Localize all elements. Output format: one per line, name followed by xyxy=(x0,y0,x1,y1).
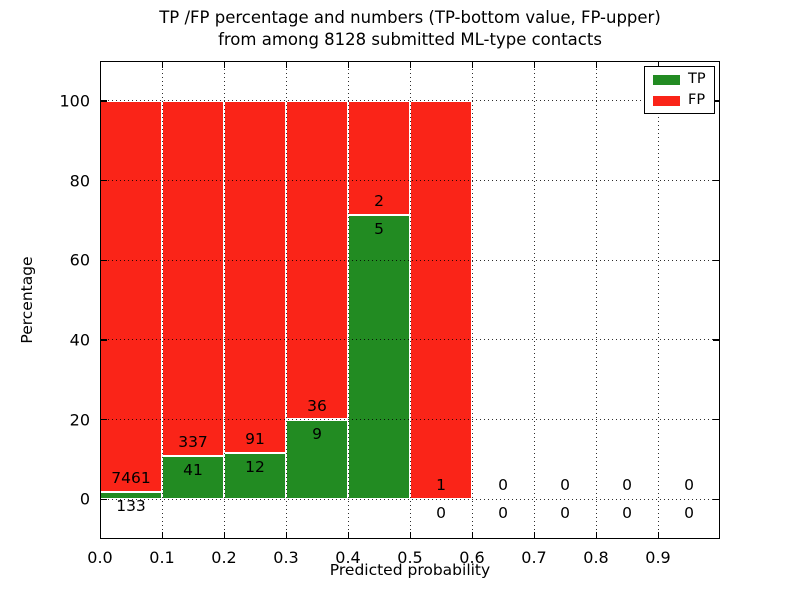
fp-count-label: 91 xyxy=(245,429,265,448)
x-tick xyxy=(285,532,287,539)
chart-title-line2: from among 8128 submitted ML-type contac… xyxy=(218,30,602,49)
x-gridline xyxy=(409,61,411,539)
x-tick xyxy=(285,61,287,68)
bar-segment-tp xyxy=(162,455,224,500)
chart-title: TP /FP percentage and numbers (TP-bottom… xyxy=(100,7,720,51)
x-tick xyxy=(471,532,473,539)
fp-count-label: 0 xyxy=(560,476,570,495)
y-tick xyxy=(713,259,720,262)
bar-segment-tp xyxy=(348,214,410,500)
x-tick-label: 0.8 xyxy=(583,548,609,567)
x-tick xyxy=(161,532,163,539)
x-tick-label: 0.4 xyxy=(335,548,361,567)
x-tick xyxy=(99,61,101,68)
x-tick-label: 0.7 xyxy=(521,548,547,567)
fp-count-label: 7461 xyxy=(111,469,151,488)
x-gridline xyxy=(471,61,473,539)
tp-count-label: 0 xyxy=(560,504,570,523)
x-tick xyxy=(99,532,101,539)
bar-segment-fp xyxy=(100,100,162,493)
x-gridline xyxy=(161,61,163,539)
bar-segment-tp xyxy=(286,419,348,500)
legend-entry: FP xyxy=(653,93,706,108)
x-tick xyxy=(471,61,473,68)
legend-swatch-tp xyxy=(653,74,680,85)
y-tick xyxy=(713,100,720,102)
x-gridline xyxy=(595,61,597,539)
y-tick xyxy=(100,498,107,501)
x-axis-label: Predicted probability xyxy=(329,561,491,579)
tp-count-label: 0 xyxy=(436,504,446,523)
fp-count-label: 36 xyxy=(307,396,327,415)
tp-count-label: 9 xyxy=(312,424,322,443)
x-gridline xyxy=(657,61,659,539)
tp-count-label: 41 xyxy=(183,460,203,479)
fp-count-label: 2 xyxy=(374,191,384,210)
legend: TP FP xyxy=(644,66,715,114)
bar-segment-fp xyxy=(410,100,472,500)
tp-count-label: 133 xyxy=(116,497,146,516)
legend-label: FP xyxy=(688,92,706,108)
bar-segment-fp xyxy=(162,100,224,456)
x-tick-label: 0.9 xyxy=(645,548,671,567)
x-tick xyxy=(595,532,597,539)
y-tick xyxy=(100,259,107,262)
tp-count-label: 0 xyxy=(622,504,632,523)
fp-count-label: 0 xyxy=(622,476,632,495)
y-tick-label: 80 xyxy=(69,171,90,190)
fp-count-label: 1 xyxy=(436,476,446,495)
tp-count-label: 0 xyxy=(684,504,694,523)
x-tick-label: 0.5 xyxy=(397,548,423,567)
x-tick xyxy=(533,532,535,539)
x-tick-label: 0.3 xyxy=(273,548,299,567)
y-tick xyxy=(100,419,107,421)
x-tick xyxy=(657,61,659,68)
x-tick xyxy=(347,61,349,68)
y-tick xyxy=(713,180,720,182)
bar-segment-fp xyxy=(348,100,410,215)
x-tick xyxy=(223,532,225,539)
legend-swatch-fp xyxy=(653,95,680,106)
x-gridline xyxy=(285,61,287,539)
y-tick xyxy=(100,180,107,182)
bar-segment-tp xyxy=(224,452,286,500)
x-tick-label: 0.2 xyxy=(211,548,237,567)
y-tick xyxy=(713,339,720,341)
x-tick-label: 0.6 xyxy=(459,548,485,567)
tp-count-label: 5 xyxy=(374,219,384,238)
x-tick xyxy=(657,532,659,539)
y-tick xyxy=(100,100,107,102)
x-tick xyxy=(347,532,349,539)
y-tick-label: 0 xyxy=(79,489,90,509)
x-tick xyxy=(409,61,411,68)
x-tick xyxy=(223,61,225,68)
x-tick xyxy=(533,61,535,68)
fp-count-label: 337 xyxy=(178,432,208,451)
x-tick xyxy=(409,532,411,539)
x-gridline xyxy=(223,61,225,539)
y-tick-label: 40 xyxy=(69,330,90,350)
y-tick-label: 100 xyxy=(59,91,90,111)
tp-count-label: 12 xyxy=(245,457,265,476)
bar-segment-fp xyxy=(224,100,286,453)
chart-title-line1: TP /FP percentage and numbers (TP-bottom… xyxy=(159,8,661,27)
x-tick xyxy=(161,61,163,68)
y-tick-label: 20 xyxy=(69,410,90,429)
x-tick xyxy=(595,61,597,68)
y-tick xyxy=(713,419,720,421)
legend-label: TP xyxy=(688,71,706,87)
fp-count-label: 0 xyxy=(498,476,508,495)
x-tick-label: 0.0 xyxy=(87,548,113,567)
x-gridline xyxy=(347,61,349,539)
y-tick xyxy=(713,498,720,501)
legend-entry: TP xyxy=(653,72,706,87)
plot-area: TP FP 7461 133 337 41 91 12 36 9 2 5 1 0 0 0 0 0 0 0 0 0 0.0 0… xyxy=(59,61,720,567)
x-tick-label: 0.1 xyxy=(149,548,175,567)
tp-count-label: 0 xyxy=(498,504,508,523)
y-tick-label: 60 xyxy=(69,250,90,270)
x-gridline xyxy=(533,61,535,539)
y-tick xyxy=(100,339,107,341)
fp-count-label: 0 xyxy=(684,476,694,495)
